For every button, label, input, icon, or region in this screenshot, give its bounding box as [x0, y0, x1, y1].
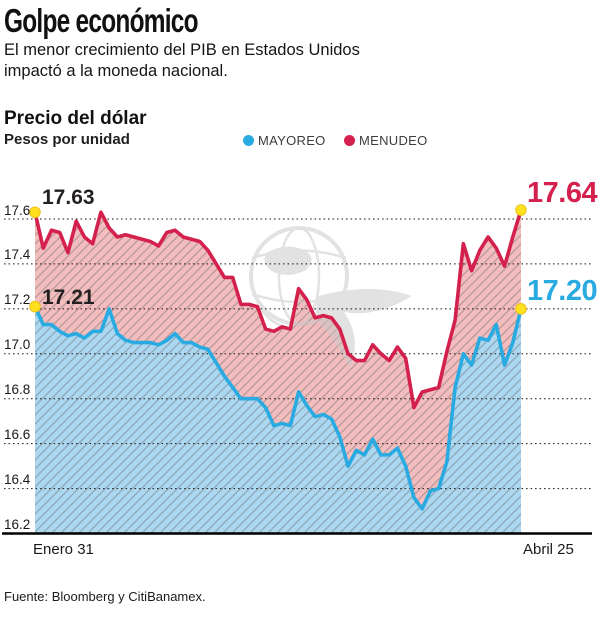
x-axis-start-label: Enero 31 [33, 541, 94, 558]
y-tick-label: 16.6 [4, 427, 31, 443]
y-tick-label: 16.4 [4, 472, 31, 488]
mayoreo-dot-icon [243, 135, 254, 146]
menudeo-line [33, 208, 523, 410]
mayoreo-line [33, 304, 523, 511]
mayoreo-area-hatch [35, 306, 521, 534]
menudeo-legend-label: MENUDEO [359, 133, 428, 148]
menudeo-dot-icon [344, 135, 355, 146]
y-tick-label: 17.2 [4, 292, 31, 308]
y-tick-label: 16.2 [4, 517, 31, 532]
y-tick-label: 17.6 [4, 202, 31, 218]
menudeo-start-dot [29, 206, 41, 219]
menudeo-end-dot [515, 204, 527, 216]
legend: MAYOREO MENUDEO [0, 133, 600, 149]
y-tick-label: 17.4 [4, 247, 31, 263]
y-tick-label: 17.0 [4, 337, 31, 353]
mayoreo-start-dot [29, 300, 41, 313]
y-tick-label: 16.8 [4, 382, 31, 398]
page-title: Golpe económico [4, 2, 199, 39]
menudeo-band-hatch [35, 210, 521, 509]
publisher-globe-watermark [249, 226, 412, 368]
x-axis-end-label: Abril 25 [523, 541, 574, 558]
mayoreo-end-value: 17.20 [527, 275, 598, 307]
mayoreo-start-value: 17.21 [42, 286, 95, 309]
source-credit: Fuente: Bloomberg y CitiBanamex. [4, 589, 206, 604]
mayoreo-end-dot [515, 303, 527, 315]
chart-unit-label: Pesos por unidad [4, 131, 130, 148]
menudeo-end-value: 17.64 [527, 177, 598, 209]
mayoreo-legend-label: MAYOREO [258, 133, 326, 148]
menudeo-start-value: 17.63 [42, 186, 95, 209]
chart-title: Precio del dólar [4, 108, 147, 129]
page-subtitle: El menor crecimiento del PIB en Estados … [4, 41, 360, 80]
